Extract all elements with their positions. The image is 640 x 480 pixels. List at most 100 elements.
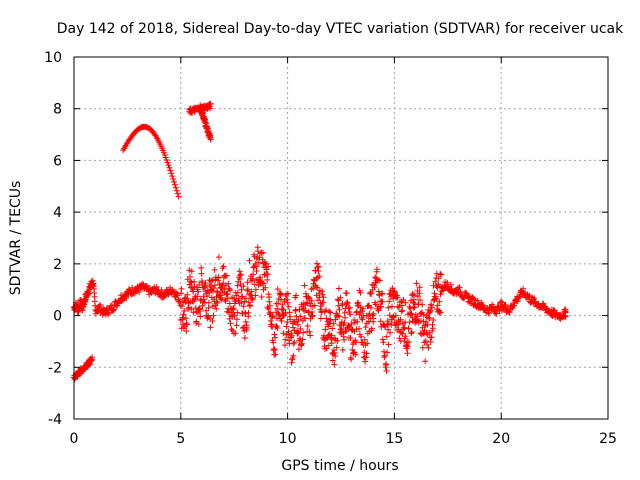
- data-point: [408, 310, 415, 317]
- data-point: [222, 296, 228, 303]
- data-point: [363, 350, 370, 357]
- y-tick-label: 0: [53, 309, 62, 325]
- data-point: [187, 278, 194, 285]
- data-point: [399, 330, 406, 337]
- data-point: [266, 298, 273, 305]
- data-point: [281, 342, 288, 349]
- data-point: [202, 280, 209, 287]
- data-point: [298, 340, 305, 347]
- data-point: [290, 324, 297, 331]
- data-point: [506, 309, 513, 316]
- data-point: [425, 344, 432, 351]
- data-point: [212, 282, 218, 289]
- data-point: [426, 309, 433, 315]
- data-point: [195, 288, 202, 295]
- data-point: [323, 315, 330, 322]
- data-point: [302, 315, 308, 322]
- data-point: [354, 318, 361, 325]
- data-point: [327, 317, 334, 324]
- data-point: [320, 294, 327, 301]
- data-point: [333, 344, 340, 351]
- data-point: [306, 328, 313, 335]
- data-point: [270, 339, 277, 346]
- data-point: [406, 303, 413, 310]
- data-point: [250, 264, 257, 271]
- data-point: [174, 190, 181, 197]
- data-point: [383, 361, 390, 368]
- data-point: [258, 294, 265, 300]
- data-point: [188, 279, 195, 286]
- data-point: [404, 343, 411, 350]
- data-point: [329, 357, 336, 364]
- data-point: [178, 285, 185, 292]
- data-point: [390, 295, 397, 302]
- data-point: [326, 308, 333, 315]
- data-point: [170, 176, 177, 182]
- data-point: [183, 328, 190, 335]
- data-point: [485, 310, 492, 317]
- chart-title: Day 142 of 2018, Sidereal Day-to-day VTE…: [57, 21, 624, 37]
- data-point: [270, 313, 276, 320]
- data-point: [256, 254, 263, 261]
- data-point: [345, 322, 352, 329]
- data-point: [213, 305, 220, 312]
- data-point: [204, 315, 211, 322]
- data-point: [348, 321, 355, 327]
- y-tick-labels: -4 -2 0 2 4 6 8 10: [44, 50, 62, 428]
- data-point: [356, 325, 362, 332]
- data-point: [240, 303, 247, 310]
- data-point: [432, 293, 439, 300]
- data-point: [357, 289, 364, 296]
- data-point: [394, 303, 401, 310]
- data-point: [214, 300, 221, 306]
- y-tick-label: -4: [48, 412, 62, 428]
- data-point: [209, 277, 216, 284]
- data-point: [280, 306, 287, 313]
- data-point: [361, 336, 368, 343]
- data-point: [437, 270, 444, 277]
- data-point: [272, 334, 279, 341]
- y-tick-label: 2: [53, 257, 62, 273]
- plot-frame: [73, 56, 609, 420]
- data-point: [244, 324, 250, 331]
- data-point: [290, 352, 297, 359]
- x-tick-label: 25: [599, 431, 617, 447]
- data-point: [227, 287, 234, 294]
- data-point: [480, 302, 486, 309]
- data-point: [379, 290, 386, 297]
- data-point: [330, 320, 337, 327]
- data-point: [385, 326, 391, 333]
- data-point: [416, 290, 423, 297]
- data-point: [210, 285, 217, 292]
- data-point: [371, 284, 378, 291]
- data-point: [242, 318, 249, 325]
- x-tick-label: 5: [176, 431, 185, 447]
- data-point: [79, 307, 86, 314]
- data-point: [284, 296, 290, 303]
- data-point: [411, 292, 418, 299]
- data-point: [428, 334, 435, 341]
- data-point: [173, 187, 180, 194]
- data-point: [388, 321, 395, 328]
- data-point: [328, 340, 335, 347]
- data-point: [245, 299, 252, 306]
- data-point: [175, 193, 182, 200]
- data-point: [353, 339, 359, 346]
- data-point: [233, 316, 240, 323]
- data-point: [296, 306, 303, 313]
- data-point: [331, 361, 338, 368]
- data-point: [236, 268, 243, 275]
- data-point: [341, 336, 348, 343]
- data-point: [420, 311, 427, 318]
- data-point: [313, 284, 319, 290]
- grid-lines: [74, 57, 608, 419]
- data-point: [343, 290, 350, 297]
- data-point: [129, 284, 136, 291]
- data-point: [384, 318, 391, 325]
- data-point: [183, 315, 189, 322]
- data-point: [275, 300, 282, 307]
- data-point: [429, 327, 436, 334]
- data-point: [392, 312, 399, 319]
- data-point: [123, 295, 130, 302]
- data-point: [384, 349, 391, 356]
